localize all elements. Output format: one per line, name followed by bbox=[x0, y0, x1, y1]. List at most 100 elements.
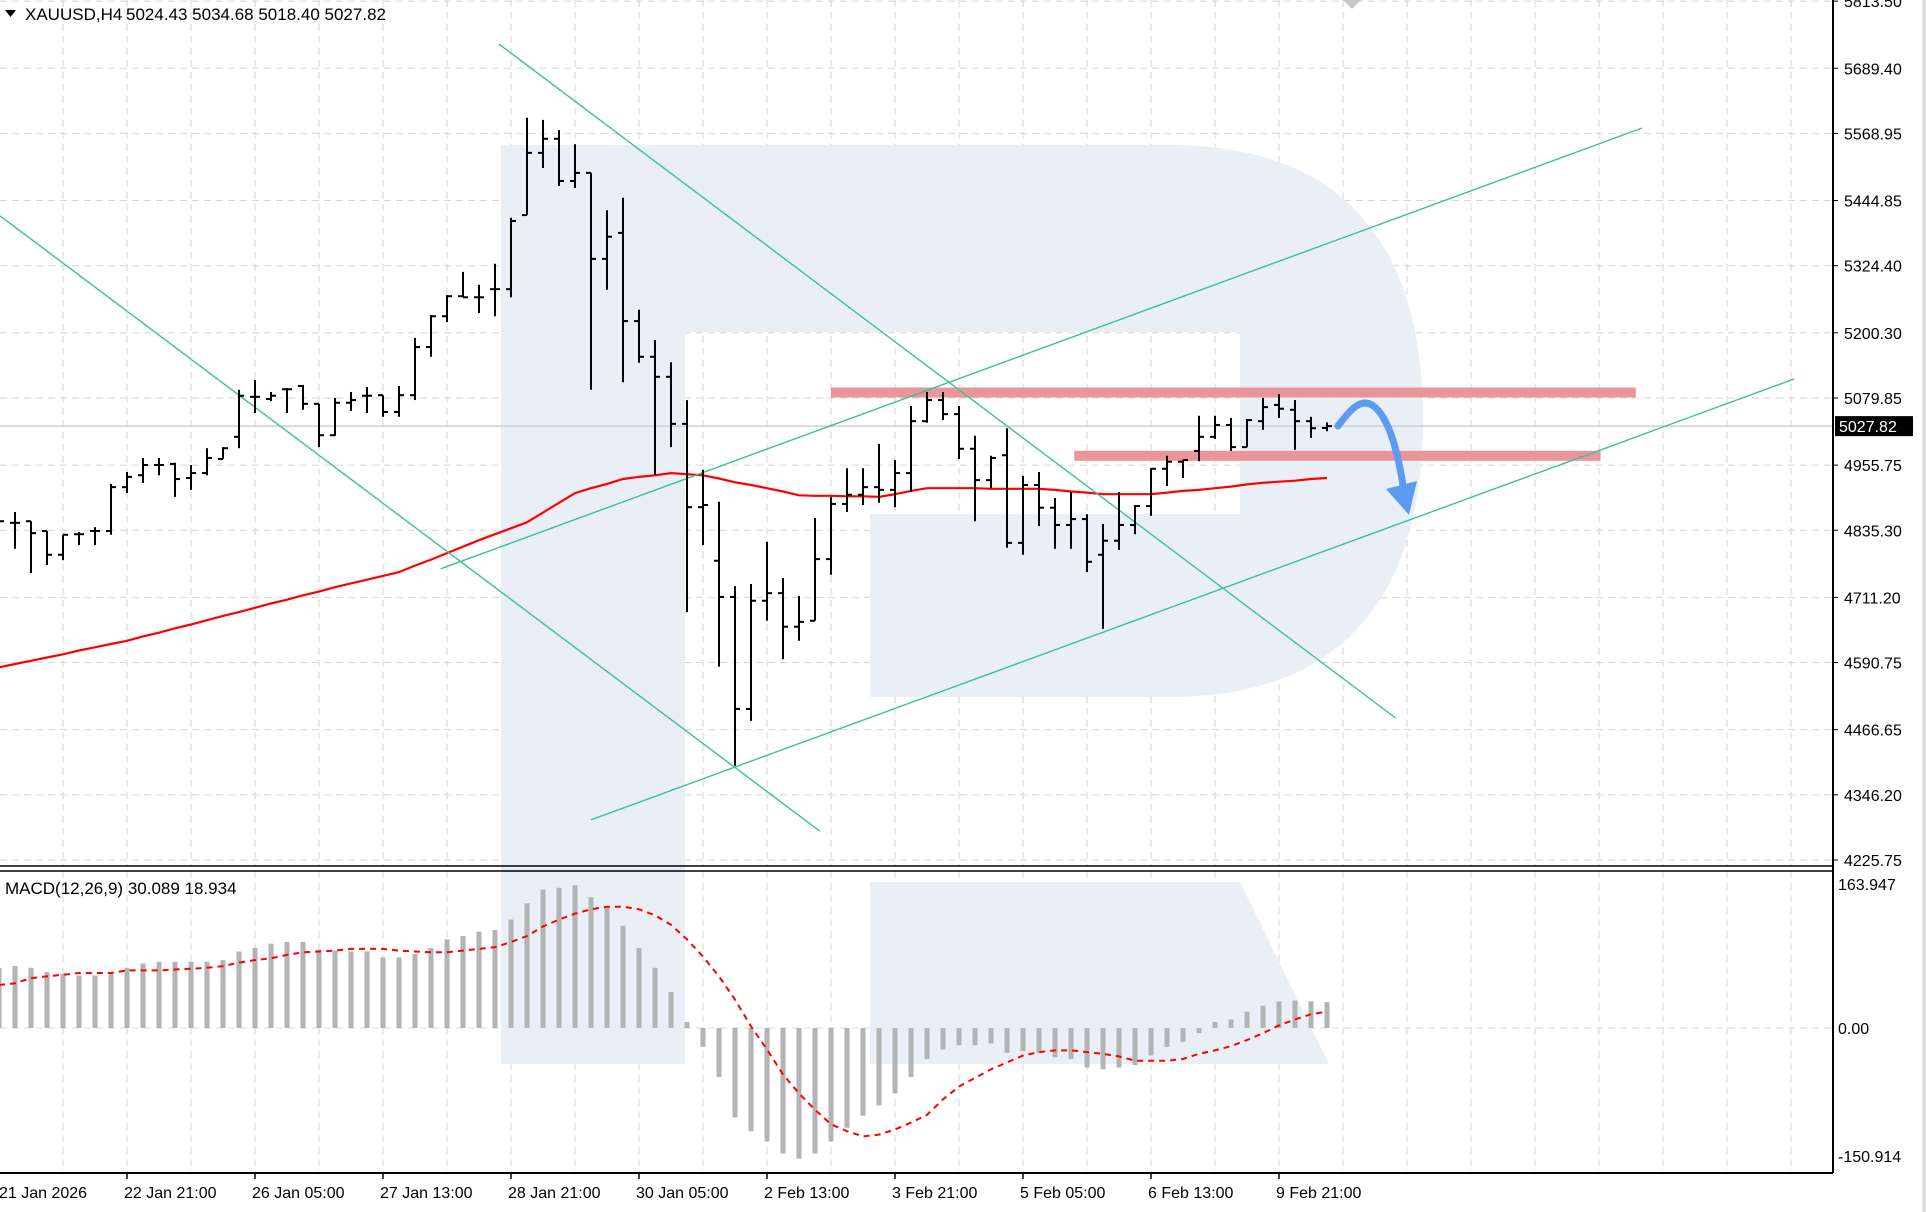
macd-bar bbox=[1052, 1028, 1058, 1058]
ohlc-bar bbox=[1194, 415, 1204, 462]
macd-bar bbox=[1020, 1028, 1026, 1052]
resistance-zone[interactable] bbox=[1074, 450, 1601, 461]
price-label: 5689.40 bbox=[1844, 61, 1902, 78]
price-label: 4225.75 bbox=[1844, 853, 1902, 870]
macd-signal-path bbox=[0, 905, 1328, 1138]
ohlc-bar bbox=[1242, 418, 1252, 449]
macd-bar bbox=[508, 919, 514, 1028]
macd-bar bbox=[220, 960, 226, 1028]
ohlc-bar bbox=[1226, 417, 1236, 451]
macd-bar bbox=[1148, 1028, 1154, 1056]
trendline[interactable] bbox=[498, 43, 1397, 719]
macd-bar bbox=[1164, 1028, 1170, 1047]
macd-bar bbox=[988, 1028, 994, 1044]
macd-indicator-label: MACD(12,26,9) 30.089 18.934 bbox=[5, 879, 237, 898]
ohlc-bar bbox=[394, 386, 404, 417]
macd-bar bbox=[844, 1028, 850, 1128]
macd-bar bbox=[1068, 1028, 1074, 1059]
ohlc-bar bbox=[42, 529, 52, 566]
macd-bar bbox=[428, 948, 434, 1028]
macd-bar bbox=[716, 1028, 722, 1078]
ohlc-bar bbox=[506, 217, 516, 298]
ohlc-bar bbox=[1098, 523, 1108, 629]
ohlc-bar bbox=[874, 443, 884, 503]
ohlc-bar bbox=[346, 391, 356, 411]
macd-bar bbox=[492, 929, 498, 1028]
ohlc-bar bbox=[1034, 472, 1044, 527]
macd-bar bbox=[412, 954, 418, 1028]
macd-bar bbox=[620, 925, 626, 1028]
time-label: 9 Feb 21:00 bbox=[1276, 1185, 1362, 1202]
price-label: 4590.75 bbox=[1844, 656, 1902, 673]
macd-axis: 163.947 0.00 -150.914 bbox=[1838, 877, 1901, 1166]
macd-bar bbox=[1132, 1028, 1138, 1065]
macd-bar bbox=[1180, 1028, 1186, 1042]
ohlc-bar bbox=[1066, 492, 1076, 549]
macd-histogram bbox=[0, 885, 1330, 1159]
macd-bar bbox=[1116, 1028, 1122, 1068]
forecast-arrow-shaft[interactable] bbox=[1334, 399, 1408, 496]
price-axis[interactable]: 5813.50 5689.40 5568.95 5444.85 5324.40 5200.… bbox=[1833, 0, 1913, 870]
trendlines[interactable] bbox=[0, 43, 1795, 832]
ohlc-bar bbox=[1146, 467, 1156, 516]
macd-signal-line bbox=[0, 905, 1328, 1138]
ohlc-bar bbox=[970, 435, 980, 522]
ohlc-bar bbox=[666, 362, 676, 448]
ohlc-bar bbox=[362, 387, 372, 414]
forecast-arrow[interactable] bbox=[1334, 399, 1417, 515]
trendline[interactable] bbox=[0, 214, 821, 832]
resistance-zones[interactable] bbox=[831, 387, 1636, 461]
chart-shift-marker[interactable] bbox=[1343, 0, 1361, 9]
macd-bar bbox=[172, 961, 178, 1028]
macd-bar bbox=[12, 966, 18, 1028]
ohlc-bar bbox=[154, 457, 164, 476]
ohlc-bar bbox=[762, 541, 772, 621]
ohlc-bar bbox=[426, 315, 436, 357]
price-bars bbox=[0, 117, 1332, 766]
price-label: 4955.75 bbox=[1844, 458, 1902, 475]
macd-bar bbox=[1100, 1028, 1106, 1070]
macd-bar bbox=[60, 973, 66, 1028]
macd-bar bbox=[604, 907, 610, 1028]
price-label: 4346.20 bbox=[1844, 788, 1902, 805]
ohlc-bar bbox=[314, 402, 324, 448]
time-label: 3 Feb 21:00 bbox=[892, 1185, 978, 1202]
macd-bar bbox=[1036, 1028, 1042, 1053]
ohlc-bar bbox=[922, 391, 932, 423]
time-label: 22 Jan 21:00 bbox=[124, 1185, 217, 1202]
time-label: 28 Jan 21:00 bbox=[508, 1185, 601, 1202]
macd-bar bbox=[924, 1028, 930, 1059]
trendline[interactable] bbox=[440, 127, 1643, 570]
macd-bar bbox=[812, 1028, 818, 1154]
ohlc-bar bbox=[682, 400, 692, 613]
macd-bar bbox=[1244, 1011, 1250, 1028]
ohlc-bar bbox=[378, 394, 388, 417]
price-label: 5813.50 bbox=[1844, 0, 1902, 11]
macd-bar bbox=[396, 957, 402, 1028]
ohlc-bar bbox=[698, 469, 708, 546]
macd-bar bbox=[796, 1028, 802, 1159]
macd-bar bbox=[1084, 1028, 1090, 1068]
macd-bar bbox=[332, 950, 338, 1028]
ohlc-bar bbox=[810, 517, 820, 622]
macd-bar bbox=[828, 1028, 834, 1142]
triangle-down-icon[interactable] bbox=[5, 10, 16, 17]
price-label: 5324.40 bbox=[1844, 259, 1902, 276]
ohlc-bar bbox=[474, 284, 484, 313]
trendline[interactable] bbox=[590, 378, 1795, 821]
ohlc-bar bbox=[442, 295, 452, 323]
time-label: 2 Feb 13:00 bbox=[764, 1185, 850, 1202]
time-axis[interactable]: 21 Jan 2026 22 Jan 21:00 26 Jan 05:00 27 Ja… bbox=[0, 1173, 1362, 1202]
macd-bar bbox=[1276, 1001, 1282, 1028]
ohlc-bar bbox=[1178, 459, 1188, 478]
macd-bar bbox=[684, 1021, 690, 1028]
ohlc-bar bbox=[538, 119, 548, 169]
macd-bar bbox=[380, 957, 386, 1028]
macd-bar bbox=[44, 972, 50, 1028]
ohlc-bar bbox=[778, 578, 788, 660]
ohlc-bar bbox=[266, 391, 276, 402]
resistance-zone[interactable] bbox=[831, 387, 1636, 398]
macd-bar bbox=[668, 991, 674, 1028]
macd-bar bbox=[860, 1028, 866, 1116]
